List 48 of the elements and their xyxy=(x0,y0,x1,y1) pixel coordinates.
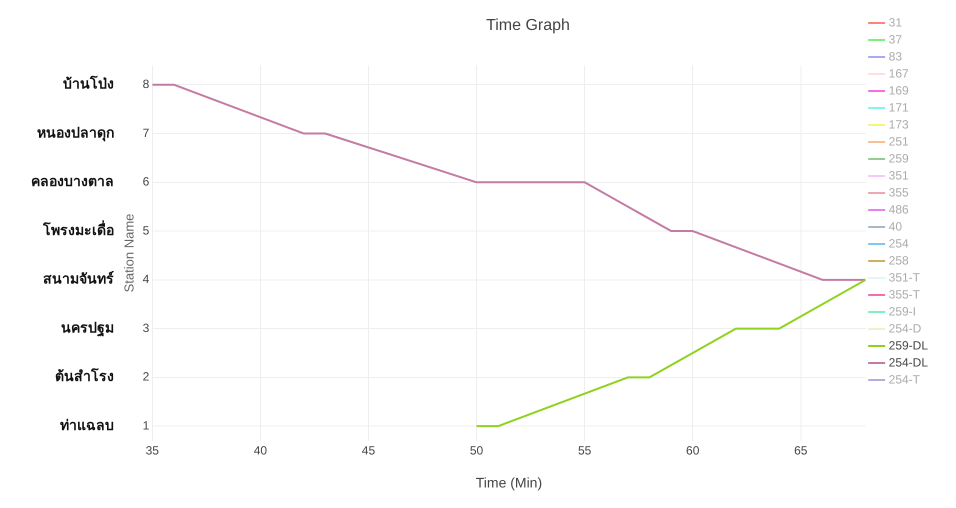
legend-label: 254 xyxy=(888,236,909,250)
x-tick-label: 50 xyxy=(470,443,484,458)
legend-label: 31 xyxy=(888,15,902,30)
text: หนองปลาดุก xyxy=(37,124,114,142)
y-tick-label: 5 xyxy=(142,223,150,238)
legend-label: 173 xyxy=(888,117,909,132)
x-tick-label: 45 xyxy=(362,443,376,458)
legend-label: 40 xyxy=(888,219,902,234)
legend-label: 486 xyxy=(888,202,909,216)
chart-title: Time Graph xyxy=(486,17,570,34)
text: นครปฐม xyxy=(61,319,114,338)
y-tick-label: 6 xyxy=(142,174,150,189)
legend-label: 37 xyxy=(888,32,902,46)
text: ท่าแฉลบ xyxy=(60,417,114,434)
x-axis-title: Time (Min) xyxy=(476,474,542,490)
x-tick-label: 35 xyxy=(146,443,160,458)
y-tick-label: 1 xyxy=(142,418,150,432)
legend-label: 351-T xyxy=(888,270,921,284)
legend-label: 259-DL xyxy=(888,338,928,352)
y-tick-label: 2 xyxy=(142,370,150,384)
legend-label: 351 xyxy=(888,168,909,182)
legend-label: 167 xyxy=(888,66,909,80)
legend-label: 254-DL xyxy=(888,355,928,370)
x-tick-label: 40 xyxy=(254,443,268,458)
text: สนามจันทร์ xyxy=(43,270,114,287)
text: คลองบางตาล xyxy=(31,173,114,190)
x-tick-label: 60 xyxy=(686,443,700,458)
legend-label: 171 xyxy=(888,100,909,114)
legend-label: 83 xyxy=(888,49,902,64)
y-tick-label: 8 xyxy=(142,77,150,92)
y-tick-label: 4 xyxy=(142,272,150,286)
legend-label: 169 xyxy=(888,83,909,98)
legend-label: 355 xyxy=(888,185,909,200)
text: บ้านโป่ง xyxy=(63,74,114,92)
x-tick-label: 55 xyxy=(578,443,592,458)
legend-label: 258 xyxy=(888,253,909,268)
legend-label: 259-I xyxy=(888,304,916,318)
legend-label: 254-D xyxy=(888,321,922,336)
y-axis-title: Station Name xyxy=(121,214,136,292)
y-tick-label: 3 xyxy=(142,320,150,335)
legend-label: 259 xyxy=(888,151,909,166)
text: ต้นสำโรง xyxy=(55,367,114,384)
x-tick-label: 65 xyxy=(794,443,808,458)
legend-label: 251 xyxy=(888,134,909,148)
legend-label: 355-T xyxy=(888,287,921,302)
legend-label: 254-T xyxy=(888,372,921,386)
text: โพรงมะเดื่อ xyxy=(42,220,114,238)
y-tick-label: 7 xyxy=(142,126,150,140)
